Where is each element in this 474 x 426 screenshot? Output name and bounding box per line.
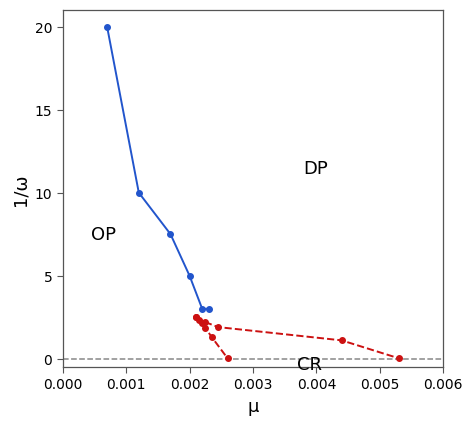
- Y-axis label: 1/ω: 1/ω: [11, 173, 29, 205]
- X-axis label: μ: μ: [247, 397, 259, 415]
- Text: OP: OP: [91, 226, 116, 244]
- Text: DP: DP: [304, 159, 328, 177]
- Text: CR: CR: [297, 355, 322, 373]
